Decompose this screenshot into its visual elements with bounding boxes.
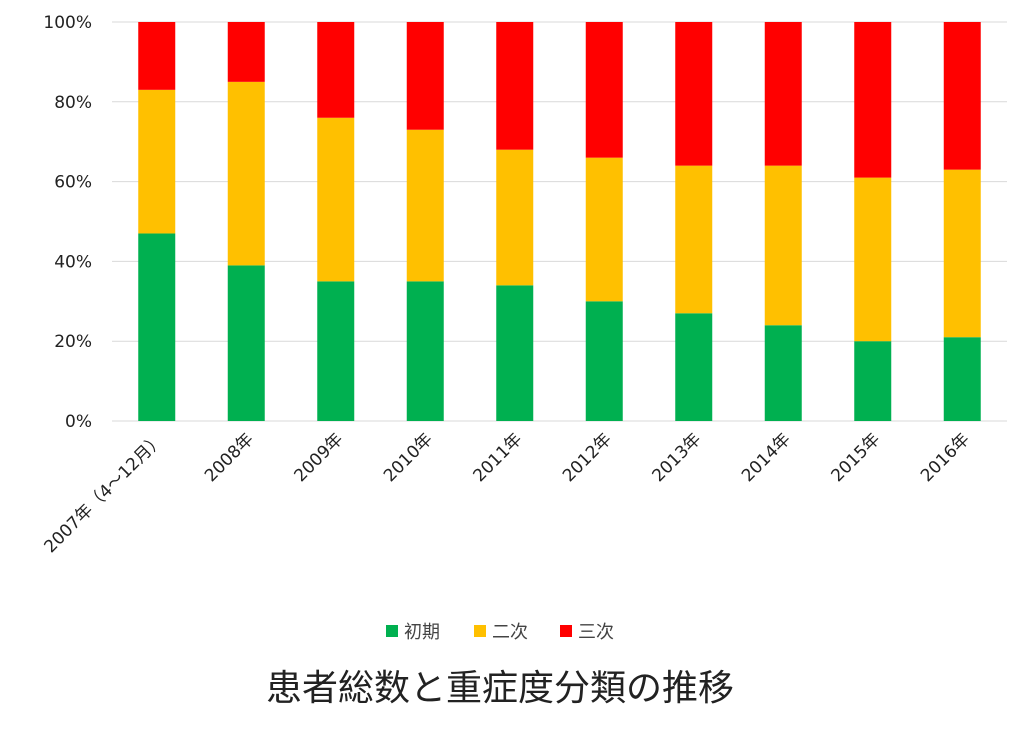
bar-segment — [764, 325, 802, 421]
bar-segment — [406, 22, 444, 130]
bar-segment — [943, 337, 981, 421]
bar-segment — [943, 22, 981, 170]
legend-label: 二次 — [492, 622, 528, 643]
y-tick-label: 20% — [54, 332, 92, 352]
bar-segment — [227, 265, 265, 421]
bar-segment — [943, 169, 981, 338]
y-tick-label: 40% — [54, 252, 92, 272]
bar-segment — [227, 22, 265, 82]
bar-segment — [764, 165, 802, 326]
y-tick-label: 0% — [65, 412, 92, 432]
bar-segment — [764, 22, 802, 166]
bar-segment — [585, 301, 623, 421]
x-tick-label: 2007年（4～12月） — [40, 429, 168, 557]
legend-label: 三次 — [578, 622, 614, 643]
bar-segment — [854, 341, 892, 421]
legend: 初期 二次 三次 — [386, 622, 614, 643]
legend-swatch — [386, 625, 398, 637]
bar-segment — [138, 22, 176, 90]
legend-label: 初期 — [404, 622, 440, 643]
x-tick-label: 2011年 — [470, 429, 527, 486]
chart-title: 患者総数と重症度分類の推移 — [266, 668, 734, 709]
x-tick-label: 2009年 — [291, 429, 348, 486]
x-tick-label: 2016年 — [917, 429, 974, 486]
bar-segment — [406, 281, 444, 421]
x-tick-label: 2012年 — [559, 429, 616, 486]
y-axis-ticks: 0% 20% 40% 60% 80% 100% — [43, 13, 92, 432]
bar-segment — [317, 281, 355, 421]
legend-swatch — [474, 625, 486, 637]
x-tick-label: 2010年 — [380, 429, 437, 486]
bar-segment — [675, 22, 713, 166]
bar-segment — [496, 22, 534, 150]
x-axis-ticks: 2007年（4～12月） 2008年 2009年 2010年 2011年 2012年 201… — [40, 429, 973, 557]
x-tick-label: 2008年 — [201, 429, 258, 486]
x-tick-label: 2015年 — [828, 429, 885, 486]
bar-segment — [406, 129, 444, 282]
bars — [138, 22, 981, 421]
x-tick-label: 2014年 — [738, 429, 795, 486]
bar-segment — [854, 177, 892, 342]
x-tick-label: 2013年 — [649, 429, 706, 486]
bar-segment — [317, 117, 355, 282]
bar-segment — [496, 149, 534, 286]
bar-segment — [585, 22, 623, 158]
y-tick-label: 60% — [54, 173, 92, 193]
bar-segment — [675, 313, 713, 421]
y-tick-label: 80% — [54, 93, 92, 113]
bar-segment — [317, 22, 355, 118]
bar-segment — [496, 285, 534, 421]
bar-segment — [585, 157, 623, 302]
bar-segment — [138, 233, 176, 421]
bar-segment — [675, 165, 713, 314]
bar-segment — [854, 22, 892, 178]
bar-segment — [138, 89, 176, 234]
bar-segment — [227, 81, 265, 266]
y-tick-label: 100% — [43, 13, 92, 33]
legend-swatch — [560, 625, 572, 637]
